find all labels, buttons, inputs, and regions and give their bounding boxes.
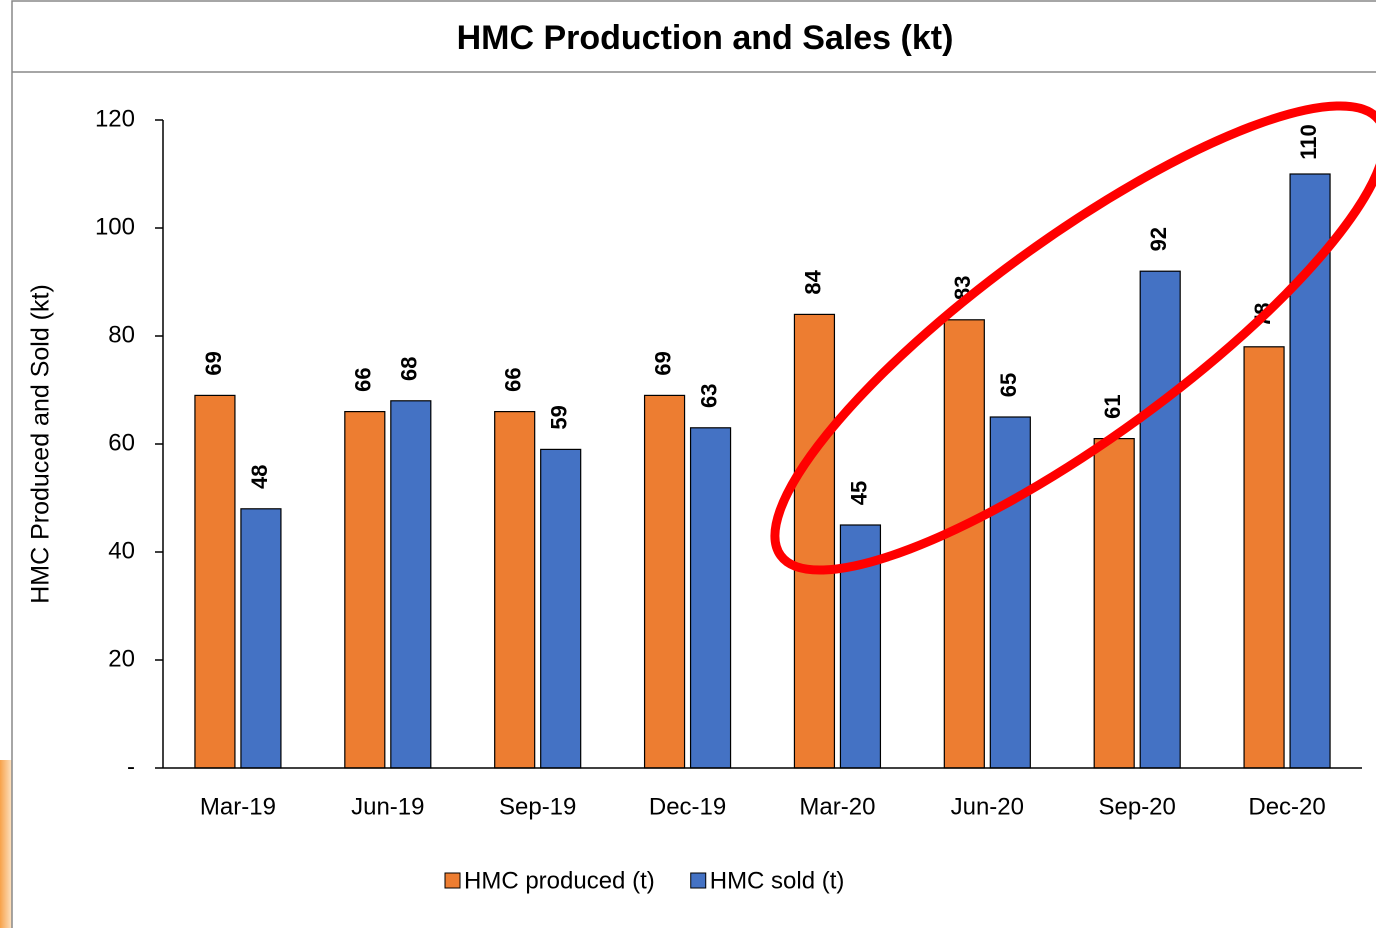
x-tick-label: Dec-19 [649, 793, 726, 820]
data-label: 59 [547, 405, 572, 429]
data-label: 65 [996, 373, 1021, 397]
x-tick-label: Sep-19 [499, 793, 576, 820]
legend-label: HMC sold (t) [710, 867, 845, 894]
x-tick-label: Mar-20 [799, 793, 875, 820]
legend-label: HMC produced (t) [464, 867, 655, 894]
highlight-ellipse [770, 101, 1376, 575]
y-tick-label: 20 [108, 645, 135, 672]
data-label: 68 [397, 357, 422, 381]
data-label: 110 [1296, 124, 1321, 160]
decoration [0, 760, 12, 928]
legend-swatch [444, 872, 461, 889]
bar [494, 411, 536, 769]
data-label: 48 [247, 465, 272, 489]
data-label: 61 [1100, 394, 1125, 418]
y-tick-label: 40 [108, 537, 135, 564]
y-tick-label: 60 [108, 429, 135, 456]
chart-title: HMC Production and Sales (kt) [457, 19, 954, 57]
bar [689, 427, 732, 769]
data-label: 63 [696, 384, 721, 408]
bar [989, 416, 1031, 769]
x-tick-label: Jun-20 [951, 793, 1024, 820]
bar [643, 394, 686, 769]
bar [1243, 346, 1285, 769]
frame [11, 0, 1376, 928]
x-tick-label: Dec-20 [1248, 793, 1325, 820]
x-tick-label: Jun-19 [351, 793, 424, 820]
bar [540, 448, 582, 769]
y-tick-label: - [127, 753, 135, 780]
bar [943, 319, 985, 769]
plot: - 20 40 60 80 100 120 Mar-19 69 48 Jun-19 66 68 Sep-1… [95, 105, 1362, 894]
y-tick-label: 120 [95, 105, 135, 132]
bar [344, 411, 386, 769]
legend-swatch [690, 872, 707, 889]
data-label: 69 [201, 351, 226, 375]
data-label: 69 [650, 351, 675, 375]
x-tick-label: Sep-20 [1098, 793, 1175, 820]
x-tick-label: Mar-19 [200, 793, 276, 820]
bar [1093, 438, 1135, 769]
y-axis-label: HMC Produced and Sold (kt) [27, 284, 55, 604]
y-tick-label: 80 [108, 321, 135, 348]
bar [194, 394, 236, 769]
bar [390, 400, 432, 769]
bar [240, 508, 282, 769]
data-label: 45 [846, 481, 871, 505]
bar [793, 313, 836, 769]
data-label: 84 [800, 269, 825, 294]
y-tick-label: 100 [95, 213, 135, 240]
data-label: 92 [1146, 227, 1171, 251]
data-label: 66 [501, 367, 526, 391]
data-label: 66 [351, 367, 376, 391]
bar [1139, 270, 1181, 769]
